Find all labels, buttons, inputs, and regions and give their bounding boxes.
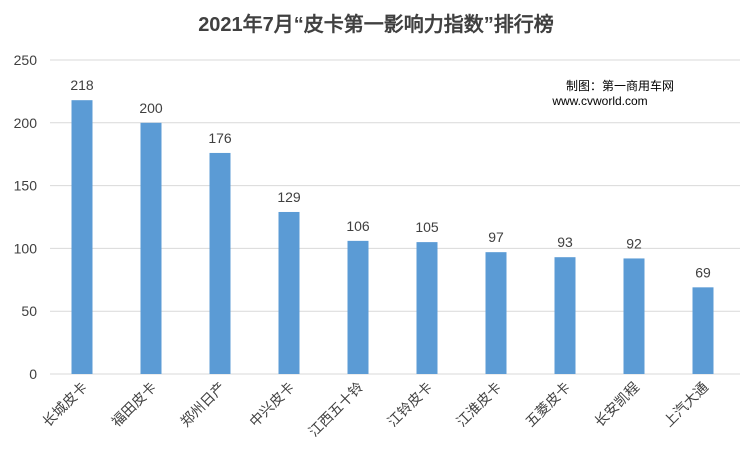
bar <box>485 252 507 374</box>
data-label: 69 <box>695 264 711 280</box>
x-tick-label: 江西五十铃 <box>305 379 366 440</box>
bar <box>623 258 645 374</box>
y-tick-label: 50 <box>21 303 37 319</box>
x-tick-label: 长安凯程 <box>591 379 642 430</box>
data-label: 176 <box>208 130 232 146</box>
y-tick-label: 0 <box>29 366 37 382</box>
credit-annotation: 制图：第一商用车网 <box>566 78 674 93</box>
data-label: 92 <box>626 235 642 251</box>
x-tick-label: 江淮皮卡 <box>453 379 504 430</box>
x-tick-label: 中兴皮卡 <box>246 379 297 430</box>
x-tick-label: 长城皮卡 <box>39 379 90 430</box>
bar <box>692 287 714 374</box>
bar <box>416 242 438 374</box>
y-axis-ticks: 0 50 100 150 200 250 <box>14 52 38 382</box>
x-tick-label: 郑州日产 <box>177 379 228 430</box>
bar <box>278 211 300 374</box>
bar <box>554 257 576 374</box>
website-annotation: www.cvworld.com <box>551 94 647 108</box>
data-label: 105 <box>415 219 439 235</box>
y-tick-label: 200 <box>14 115 38 131</box>
x-tick-label: 福田皮卡 <box>108 379 159 430</box>
data-label: 129 <box>277 189 301 205</box>
y-tick-label: 100 <box>14 240 38 256</box>
x-tick-label: 上汽大通 <box>660 379 711 430</box>
bar <box>140 122 162 374</box>
y-tick-label: 150 <box>14 178 38 194</box>
data-label: 97 <box>488 229 504 245</box>
data-label: 200 <box>139 100 163 116</box>
bar <box>347 240 369 374</box>
bar <box>209 152 231 374</box>
chart-title: 2021年7月“皮卡第一影响力指数”排行榜 <box>198 12 554 36</box>
data-labels: 218 200 176 129 106 105 97 93 92 69 <box>70 77 711 280</box>
bars <box>71 100 714 374</box>
data-label: 93 <box>557 234 573 250</box>
y-tick-label: 250 <box>14 52 38 68</box>
data-label: 106 <box>346 218 370 234</box>
x-tick-label: 五菱皮卡 <box>522 379 573 430</box>
data-label: 218 <box>70 77 94 93</box>
bar <box>71 100 93 374</box>
x-axis-ticks: 长城皮卡 福田皮卡 郑州日产 中兴皮卡 江西五十铃 江铃皮卡 江淮皮卡 五菱皮卡 长安凯程 上汽大… <box>39 379 711 440</box>
x-tick-label: 江铃皮卡 <box>384 379 435 430</box>
